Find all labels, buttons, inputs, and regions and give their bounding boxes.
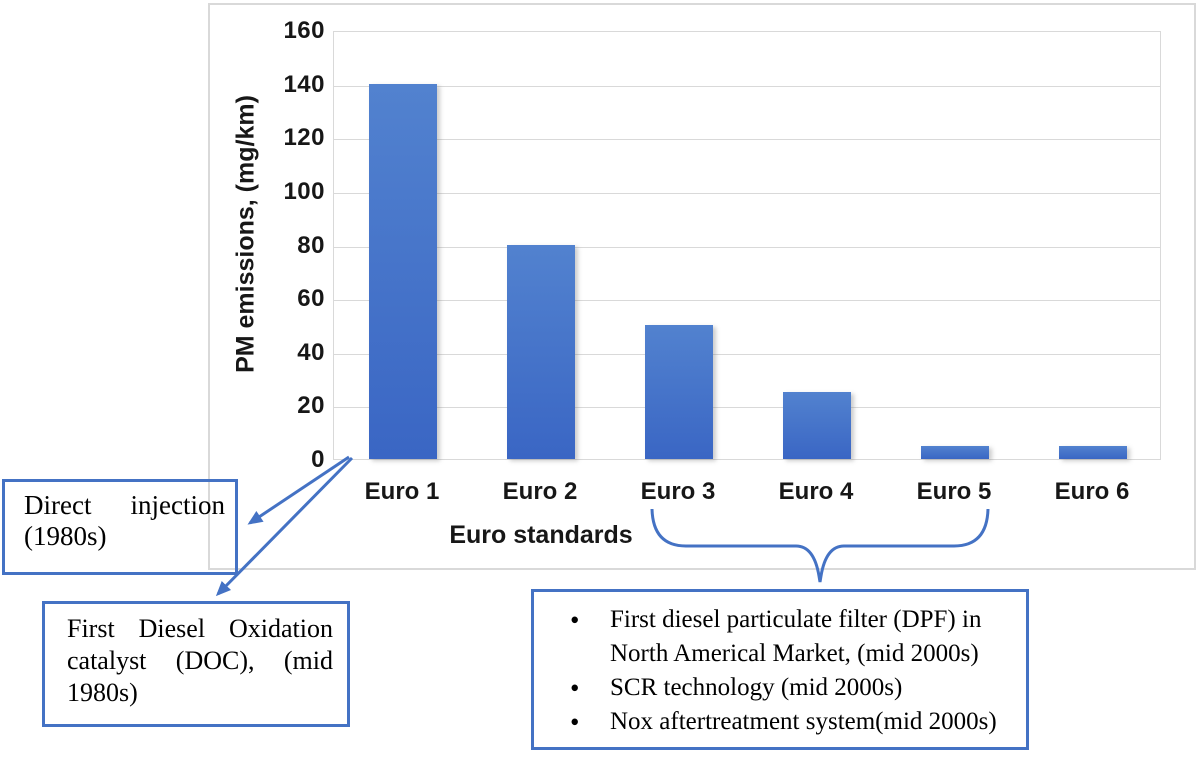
- gridline: [334, 300, 1160, 302]
- y-tick-label: 140: [283, 70, 325, 98]
- callout-text-line: catalyst (DOC), (mid: [67, 646, 333, 675]
- x-tick-label-euro-6: Euro 6: [1054, 478, 1130, 505]
- bullet-icon: •: [570, 673, 580, 703]
- aftertreatment-item: • SCR technology (mid 2000s): [556, 671, 1022, 705]
- gridline: [334, 85, 1160, 87]
- x-axis-title: Euro standards: [449, 521, 633, 549]
- callout-text-line: 1980s): [67, 678, 138, 707]
- y-tick-label: 100: [283, 177, 325, 205]
- bullet-icon: •: [570, 707, 580, 737]
- callout-text-line: Direct injection: [24, 490, 225, 520]
- callout-text-line: (1980s): [24, 521, 107, 551]
- y-tick-label: 160: [283, 17, 325, 44]
- aftertreatment-item-text: First diesel particulate filter (DPF) in…: [610, 606, 982, 667]
- bar-euro-1: [369, 83, 437, 459]
- callout-aftertreatment: • First diesel particulate filter (DPF) i…: [531, 589, 1029, 750]
- bullet-icon: •: [570, 605, 580, 635]
- aftertreatment-item-text: SCR technology (mid 2000s): [610, 674, 903, 701]
- x-tick-label-euro-1: Euro 1: [364, 478, 440, 505]
- gridline: [334, 407, 1160, 409]
- x-tick-label-euro-5: Euro 5: [916, 478, 992, 505]
- y-tick-label: 80: [297, 231, 325, 259]
- gridline: [334, 246, 1160, 248]
- x-tick-label-euro-4: Euro 4: [778, 478, 854, 505]
- y-tick-label: 20: [297, 392, 325, 420]
- y-tick-label: 0: [311, 446, 325, 473]
- aftertreatment-item: • Nox aftertreatment system(mid 2000s): [556, 705, 1022, 739]
- y-tick-label: 120: [283, 124, 325, 152]
- bar-euro-3: [645, 324, 713, 459]
- aftertreatment-item: • First diesel particulate filter (DPF) i…: [556, 603, 1022, 671]
- x-tick-label-euro-3: Euro 3: [640, 478, 716, 505]
- bar-euro-4: [783, 391, 851, 459]
- gridline: [334, 192, 1160, 194]
- bar-euro-6: [1059, 445, 1127, 459]
- y-tick-label: 40: [297, 338, 325, 366]
- bar-euro-2: [507, 244, 575, 459]
- callout-text-line: First Diesel Oxidation: [67, 614, 333, 643]
- callout-direct-injection: Direct injection (1980s): [2, 479, 238, 575]
- gridline: [334, 353, 1160, 355]
- y-axis-title: PM emissions, (mg/km): [231, 95, 260, 373]
- y-tick-label: 60: [297, 285, 325, 313]
- gridline: [334, 139, 1160, 141]
- aftertreatment-item-text: Nox aftertreatment system(mid 2000s): [610, 708, 997, 735]
- plot-area: [333, 31, 1161, 460]
- callout-doc-catalyst: First Diesel Oxidation catalyst (DOC), (m…: [42, 601, 350, 727]
- bar-euro-5: [921, 445, 989, 459]
- x-tick-label-euro-2: Euro 2: [502, 478, 578, 505]
- aftertreatment-list: • First diesel particulate filter (DPF) i…: [556, 603, 1022, 739]
